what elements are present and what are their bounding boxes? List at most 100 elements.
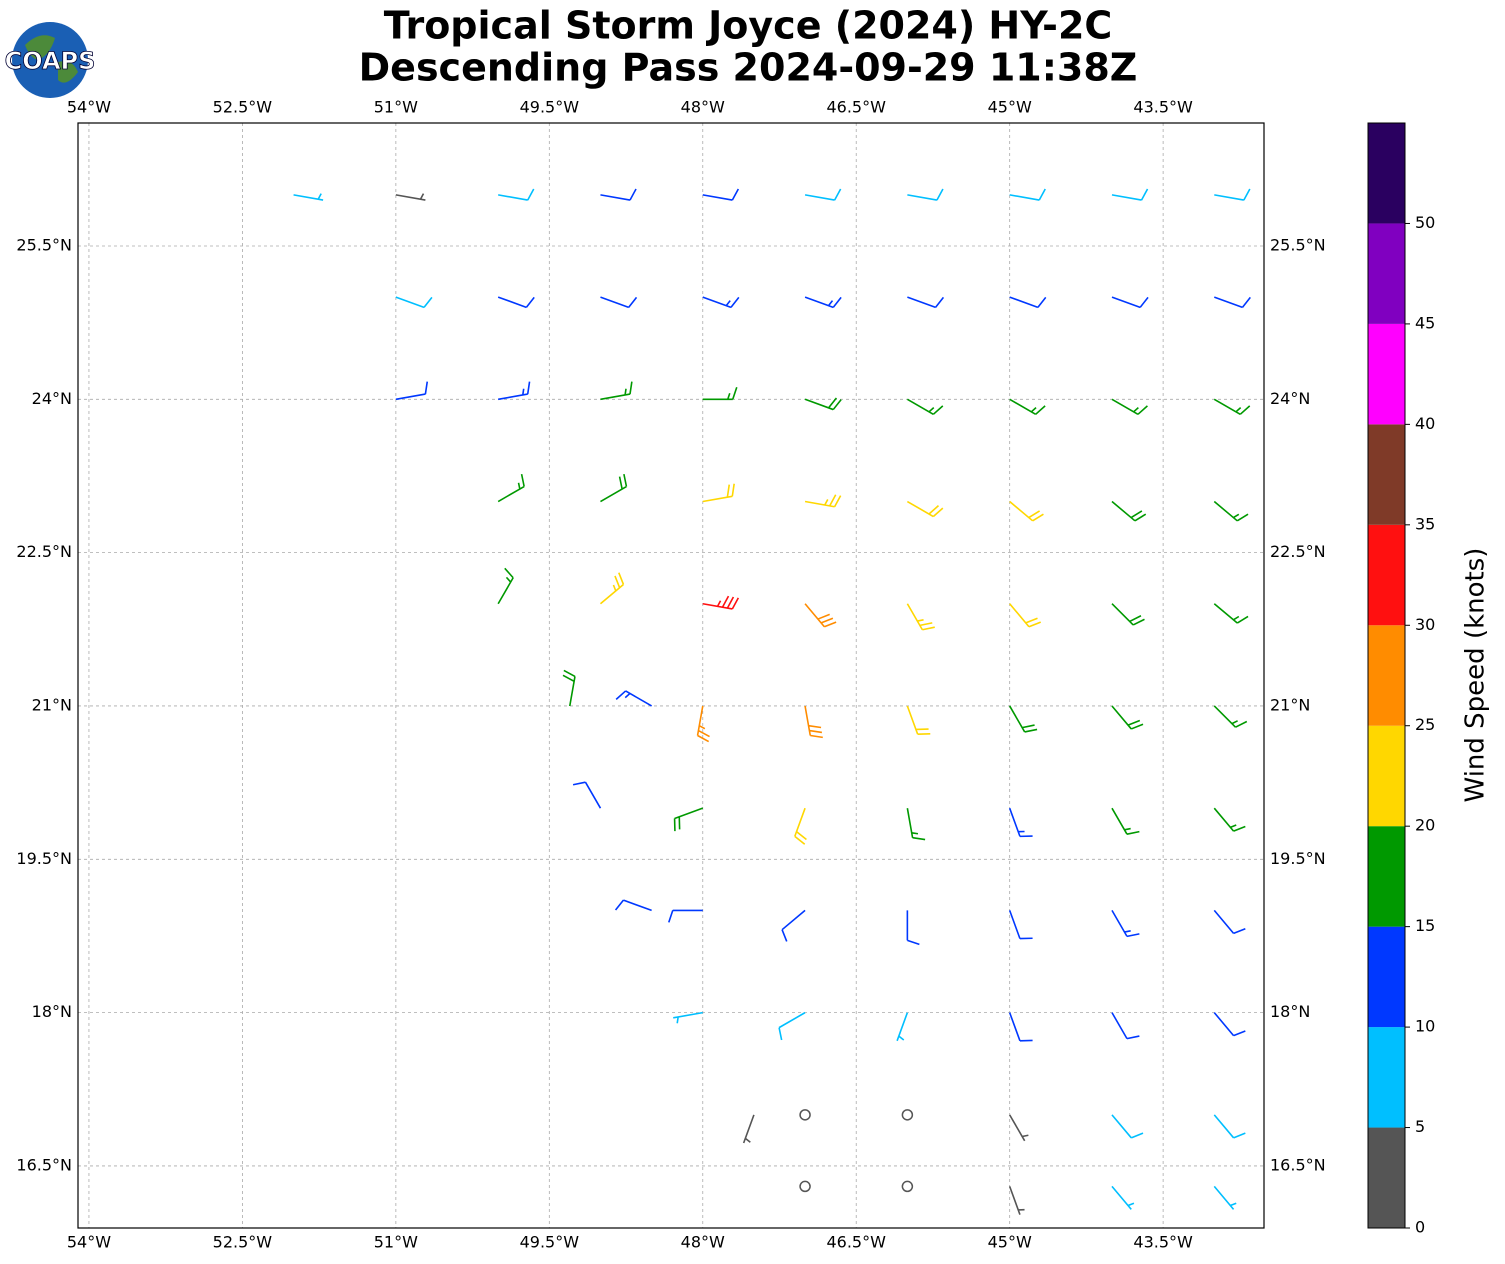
wind-barb bbox=[614, 899, 652, 912]
colorbar-bin bbox=[1368, 826, 1405, 927]
y-tick-label: 21°N bbox=[1270, 695, 1310, 714]
wind-barb bbox=[1213, 1114, 1246, 1139]
wind-barb bbox=[1008, 807, 1033, 838]
wind-barb bbox=[395, 296, 433, 309]
wind-barb bbox=[1213, 807, 1246, 832]
y-tick-label: 24°N bbox=[32, 389, 72, 408]
x-tick-label: 51°W bbox=[374, 1233, 418, 1252]
colorbar-bin bbox=[1368, 123, 1405, 224]
wind-barb bbox=[906, 910, 920, 946]
wind-barb bbox=[1008, 1114, 1029, 1142]
y-tick-label: 25.5°N bbox=[16, 235, 72, 254]
y-tick-label: 18°N bbox=[1270, 1002, 1310, 1021]
wind-barb bbox=[804, 603, 837, 628]
wind-barb bbox=[702, 595, 740, 610]
wind-barb bbox=[1111, 188, 1149, 201]
logo-land bbox=[25, 35, 78, 83]
x-tick-label: 54°W bbox=[67, 1233, 111, 1252]
wind-barb bbox=[600, 296, 638, 309]
wind-barb bbox=[906, 808, 926, 841]
wind-barb bbox=[1111, 705, 1144, 730]
x-tick-label: 48°W bbox=[681, 98, 725, 117]
x-tick-label: 43.5°W bbox=[1133, 1233, 1193, 1252]
wind-barb bbox=[804, 397, 842, 411]
wind-barb bbox=[600, 473, 628, 503]
colorbar-bin bbox=[1368, 625, 1405, 726]
calm-marker bbox=[799, 1109, 811, 1121]
wind-barb bbox=[1111, 1185, 1135, 1210]
colorbar-bin bbox=[1368, 1127, 1405, 1228]
wind-barb bbox=[1111, 500, 1147, 522]
wind-barb bbox=[1213, 909, 1246, 935]
wind-barb bbox=[1008, 705, 1038, 733]
wind-barb bbox=[1111, 296, 1149, 309]
colorbar-bin bbox=[1368, 1027, 1405, 1128]
wind-barb bbox=[702, 387, 738, 401]
colorbar-tick-label: 25 bbox=[1415, 715, 1435, 734]
calm-marker bbox=[799, 1180, 811, 1193]
y-tick-label: 19.5°N bbox=[1270, 849, 1326, 868]
wind-barb bbox=[600, 188, 637, 201]
colorbar-tick-label: 5 bbox=[1415, 1117, 1425, 1136]
chart-title: Tropical Storm Joyce (2024) HY-2C bbox=[384, 4, 1113, 48]
x-tick-label: 48°W bbox=[681, 1233, 725, 1252]
x-tick-label: 54°W bbox=[67, 98, 111, 117]
colorbar-bin bbox=[1368, 524, 1405, 626]
wind-barb bbox=[702, 296, 740, 309]
x-tick-label: 43.5°W bbox=[1133, 98, 1193, 117]
wind-barb bbox=[673, 1011, 703, 1024]
wind-barb bbox=[906, 500, 944, 518]
colorbar-tick-label: 10 bbox=[1415, 1017, 1435, 1036]
wind-barb bbox=[804, 296, 842, 309]
wind-barb bbox=[600, 381, 633, 401]
wind-barb bbox=[702, 483, 735, 503]
x-tick-label: 46.5°W bbox=[826, 98, 886, 117]
wind-barb bbox=[896, 1012, 909, 1042]
colorbar-tick-label: 20 bbox=[1415, 816, 1435, 835]
y-tick-label: 16.5°N bbox=[16, 1155, 72, 1174]
wind-barb bbox=[1111, 807, 1140, 835]
wind-barb bbox=[1213, 398, 1251, 415]
x-tick-label: 49.5°W bbox=[520, 98, 580, 117]
wind-barb bbox=[599, 572, 625, 605]
x-tick-label: 46.5°W bbox=[826, 1233, 886, 1252]
y-tick-label: 21°N bbox=[32, 695, 72, 714]
x-tick-label: 45°W bbox=[988, 1233, 1032, 1252]
wind-barb bbox=[497, 296, 535, 309]
wind-barb bbox=[1213, 1185, 1237, 1210]
wind-barb bbox=[668, 909, 703, 923]
wind-barb bbox=[906, 603, 935, 631]
logo: COAPS bbox=[4, 22, 96, 98]
wind-barb bbox=[1008, 910, 1033, 940]
wind-barb bbox=[395, 381, 429, 401]
plot-frame bbox=[77, 122, 1265, 1229]
x-tick-label: 52.5°W bbox=[213, 1233, 273, 1252]
x-tick-label: 52.5°W bbox=[213, 98, 273, 117]
wind-barb bbox=[1111, 1114, 1144, 1139]
wind-barb bbox=[906, 398, 944, 415]
wind-barb bbox=[1111, 398, 1148, 415]
wind-barb bbox=[395, 193, 426, 201]
wind-barb bbox=[907, 296, 945, 309]
colorbar-tick-label: 15 bbox=[1415, 916, 1435, 935]
wind-barb bbox=[742, 1114, 755, 1144]
wind-barb bbox=[1009, 188, 1046, 201]
colorbar-tick-label: 0 bbox=[1415, 1218, 1425, 1237]
colorbar-frame bbox=[1367, 122, 1406, 1229]
wind-barb bbox=[804, 188, 842, 201]
wind-barb bbox=[1008, 1012, 1033, 1042]
wind-barb bbox=[794, 807, 807, 845]
colorbar-bin bbox=[1368, 424, 1405, 525]
chart-subtitle: Descending Pass 2024-09-29 11:38Z bbox=[359, 46, 1138, 90]
wind-barb bbox=[804, 705, 823, 739]
x-tick-label: 45°W bbox=[988, 98, 1032, 117]
x-tick-label: 51°W bbox=[374, 98, 418, 117]
colorbar-tick-label: 45 bbox=[1415, 313, 1435, 332]
wind-barb bbox=[1214, 188, 1251, 201]
colorbar-tick-label: 40 bbox=[1415, 414, 1435, 433]
colorbar-bin bbox=[1368, 725, 1405, 827]
wind-barb bbox=[498, 381, 531, 401]
wind-barb bbox=[1111, 603, 1145, 626]
calm-marker bbox=[901, 1109, 914, 1121]
wind-barb bbox=[1213, 603, 1249, 624]
